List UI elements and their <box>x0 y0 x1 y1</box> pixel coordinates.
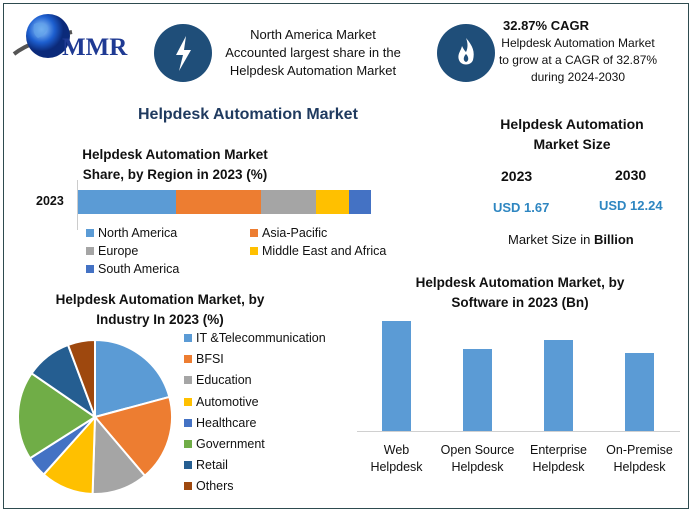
market-size-note-prefix: Market Size in <box>508 232 594 247</box>
industry-legend-item: BFSI <box>184 352 224 366</box>
market-value-2030: USD 12.24 <box>599 198 663 213</box>
flame-icon <box>437 24 495 82</box>
software-category-label: Enterprise Helpdesk <box>514 442 604 476</box>
pie-slice <box>94 338 171 419</box>
legend-swatch <box>250 247 258 255</box>
market-year-2023: 2023 <box>501 168 533 184</box>
industry-legend-item: Retail <box>184 458 228 472</box>
legend-swatch <box>184 334 192 342</box>
legend-swatch <box>184 440 192 448</box>
pie-slice <box>93 395 173 478</box>
software-chart-title: Helpdesk Automation Market, by Software … <box>415 275 625 310</box>
legend-label: Retail <box>196 458 228 473</box>
main-title: Helpdesk Automation Market <box>138 106 358 123</box>
highlight-north-america: North America Market Accounted largest s… <box>225 27 401 78</box>
legend-label: Middle East and Africa <box>262 244 387 258</box>
software-axis-line <box>357 431 680 432</box>
category-label-line: Helpdesk <box>613 460 666 474</box>
region-axis-line <box>77 180 78 230</box>
region-legend-item: Europe <box>86 244 138 258</box>
legend-swatch <box>184 355 192 364</box>
region-bar-segment <box>260 190 316 214</box>
category-label-line: Helpdesk <box>451 460 504 474</box>
legend-label: Education <box>196 373 252 388</box>
cagr-headline: 32.87% CAGR <box>503 18 589 33</box>
market-size-note-unit: Billion <box>593 232 634 247</box>
legend-label: North America <box>98 226 178 240</box>
industry-chart-title: Helpdesk Automation Market, by Industry … <box>55 292 265 327</box>
legend-label: Healthcare <box>196 415 257 430</box>
lightning-bolt-icon <box>154 24 212 82</box>
legend-label: South America <box>98 262 180 276</box>
legend-label: Automotive <box>196 394 259 409</box>
industry-legend-item: Others <box>184 479 234 493</box>
industry-legend-item: Healthcare <box>184 416 256 430</box>
market-value-2023: USD 1.67 <box>493 200 550 215</box>
legend-swatch <box>184 482 192 491</box>
mmr-logo: MMR <box>12 10 132 66</box>
software-bar <box>463 349 492 431</box>
legend-label: IT &Telecommunication <box>196 331 326 345</box>
market-size-title: Helpdesk Automation Market Size <box>500 116 644 152</box>
region-stacked-bar <box>78 190 371 214</box>
category-label-line: Open Source <box>440 443 515 457</box>
legend-label: Asia-Pacific <box>262 226 328 240</box>
logo-text: MMR <box>62 34 128 61</box>
category-label-line: Helpdesk <box>370 460 423 474</box>
region-legend-item: Middle East and Africa <box>250 244 386 258</box>
region-legend-item: Asia-Pacific <box>250 226 327 240</box>
legend-swatch <box>86 247 94 255</box>
region-bar-segment <box>175 190 261 214</box>
pie-slice <box>66 338 96 418</box>
legend-swatch <box>184 461 192 470</box>
legend-swatch <box>250 229 258 237</box>
legend-swatch <box>184 376 192 385</box>
legend-label: Government <box>196 437 265 451</box>
market-year-2030: 2030 <box>615 167 647 183</box>
industry-pie-chart <box>17 338 173 495</box>
legend-label: BFSI <box>196 352 224 367</box>
industry-legend-item: Government <box>184 437 265 451</box>
region-chart-title: Helpdesk Automation Market Share, by Reg… <box>82 147 268 182</box>
industry-legend-item: Education <box>184 373 252 387</box>
software-category-label: On-Premise Helpdesk <box>595 442 685 476</box>
software-bar <box>625 353 654 431</box>
infographic-frame <box>3 3 689 509</box>
globe-icon <box>12 14 73 58</box>
cagr-text: Helpdesk Automation Market to grow at a … <box>498 36 658 84</box>
software-bar <box>544 340 573 431</box>
region-year-label: 2023 <box>36 194 64 208</box>
region-bar-segment <box>315 190 349 214</box>
region-bar-segment <box>349 190 371 214</box>
legend-swatch <box>184 397 192 406</box>
region-legend-item: South America <box>86 262 179 276</box>
pie-slice <box>17 371 97 460</box>
market-size-note: Market Size in Billion <box>508 232 634 247</box>
software-category-label: Web Helpdesk <box>352 442 442 476</box>
industry-legend-item: IT &Telecommunication <box>184 331 326 345</box>
software-category-label: Open Source Helpdesk <box>433 442 523 476</box>
region-legend-item: North America <box>86 226 177 240</box>
legend-swatch <box>86 265 94 273</box>
industry-legend-item: Automotive <box>184 395 259 409</box>
legend-swatch <box>86 229 94 237</box>
software-bar <box>382 321 411 431</box>
legend-label: Europe <box>98 244 139 258</box>
legend-label: Others <box>196 479 234 494</box>
category-label-line: Enterprise <box>530 443 587 457</box>
category-label-line: Helpdesk <box>532 460 585 474</box>
region-bar-segment <box>78 190 176 214</box>
category-label-line: Web <box>383 443 410 457</box>
legend-swatch <box>184 418 192 427</box>
category-label-line: On-Premise <box>606 443 673 457</box>
